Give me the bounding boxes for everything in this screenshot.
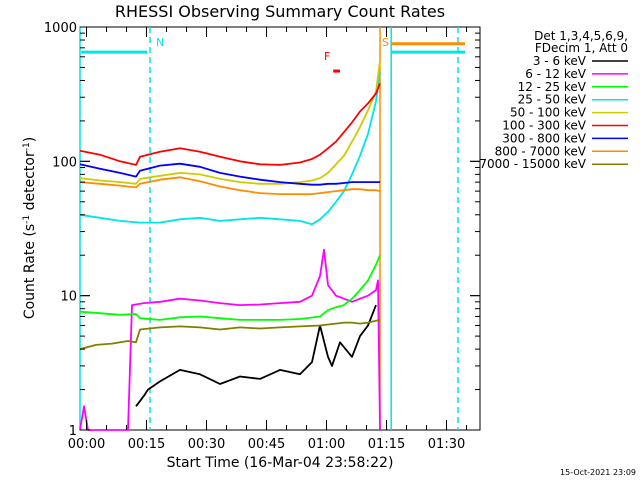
legend-label-5: 100 - 300 keV <box>502 119 586 133</box>
legend-label-6: 300 - 800 keV <box>502 131 586 145</box>
y-axis-label: Count Rate (s-1 detector-1) <box>22 137 38 319</box>
legend-label-7: 800 - 7000 keV <box>495 144 587 158</box>
axes: 1 10 100 1000 00:00 00:15 00:30 00:45 01:00 01:15… <box>44 21 480 452</box>
x-axis-label: Start Time (16-Mar-04 23:58:22) <box>167 455 394 471</box>
y-tick-label: 100 <box>52 155 77 170</box>
x-tick-label: 00:00 <box>68 437 105 452</box>
annotations: N S F <box>156 36 389 63</box>
x-tick-label: 00:15 <box>128 437 165 452</box>
legend: Det 1,3,4,5,6,9, FDecim 1, Att 0 3 - 6 k… <box>479 29 628 171</box>
x-tick-label: 00:30 <box>188 437 225 452</box>
series-line-7 <box>79 176 381 196</box>
series-line-4 <box>79 60 381 185</box>
series-line-1 <box>79 248 381 431</box>
x-tick-label: 01:15 <box>368 437 405 452</box>
y-tick-label: 10 <box>60 290 77 305</box>
chart-title: RHESSI Observing Summary Count Rates <box>115 2 445 21</box>
legend-label-3: 25 - 50 keV <box>518 93 587 107</box>
footer-timestamp: 15-Oct-2021 23:09 <box>560 468 636 477</box>
annotation-n: N <box>156 36 164 49</box>
series-line-8 <box>79 319 381 350</box>
y-tick-label: 1000 <box>44 21 77 36</box>
status-bars <box>81 42 465 73</box>
legend-header-line-2: FDecim 1, Att 0 <box>535 41 628 55</box>
legend-label-8: 7000 - 15000 keV <box>479 157 586 171</box>
legend-header-line-1: Det 1,3,4,5,6,9, <box>534 29 628 43</box>
series-line-5 <box>79 83 381 166</box>
legend-label-2: 12 - 25 keV <box>518 80 587 94</box>
series-line-0 <box>135 304 377 407</box>
annotation-f: F <box>324 50 330 63</box>
annotation-s: S <box>382 36 389 49</box>
series-lines <box>79 60 381 431</box>
series-line-3 <box>79 72 381 226</box>
series-line-6 <box>79 162 380 186</box>
legend-label-4: 50 - 100 keV <box>510 106 587 120</box>
y-tick-label: 1 <box>69 424 77 439</box>
legend-label-1: 6 - 12 keV <box>525 67 587 81</box>
x-tick-label: 01:30 <box>428 437 465 452</box>
legend-label-0: 3 - 6 keV <box>533 54 587 68</box>
vertical-markers <box>79 27 459 430</box>
x-tick-label: 00:45 <box>248 437 285 452</box>
x-tick-label: 01:00 <box>308 437 345 452</box>
series-line-2 <box>79 254 381 321</box>
